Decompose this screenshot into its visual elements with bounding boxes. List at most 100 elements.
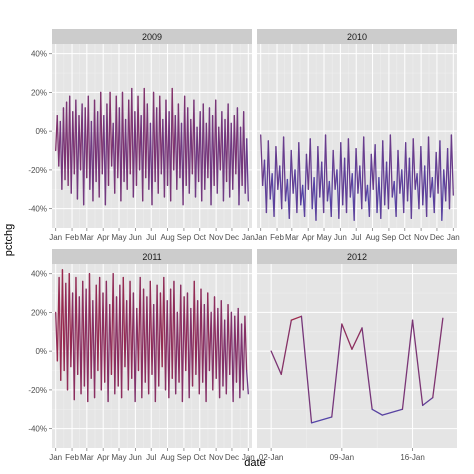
- x-tick-label: Feb: [65, 453, 79, 462]
- x-tick-label: Sep: [382, 233, 397, 242]
- y-tick-label: 20%: [31, 308, 47, 317]
- x-tick-label: Jan: [242, 453, 255, 462]
- series-segment: [448, 134, 453, 210]
- y-tick-label: -40%: [28, 425, 47, 434]
- series-segment: [380, 140, 384, 219]
- series-segment: [387, 134, 392, 210]
- series-segment: [310, 416, 333, 424]
- x-tick-label: Sep: [177, 453, 192, 462]
- facet-strip: [52, 29, 252, 44]
- x-tick-label: Aug: [160, 453, 174, 462]
- series-segment: [244, 315, 248, 372]
- series-segment: [300, 315, 313, 424]
- x-tick-label: Nov: [209, 233, 223, 242]
- x-tick-label: Jan: [242, 233, 255, 242]
- y-tick-label: -40%: [28, 205, 47, 214]
- y-tick-label: 20%: [31, 88, 47, 97]
- x-tick-label: Jun: [334, 233, 347, 242]
- series-segment: [149, 280, 153, 376]
- series-segment: [282, 136, 287, 202]
- series-segment: [412, 138, 416, 190]
- series-segment: [351, 327, 363, 350]
- facet-strip-label: 2012: [347, 252, 367, 262]
- series-segment: [317, 146, 321, 198]
- series-segment: [265, 140, 269, 214]
- series-segment: [401, 319, 414, 410]
- series-segment: [422, 396, 434, 407]
- x-tick-label: 09-Jan: [330, 453, 354, 462]
- x-tick-label: Mar: [285, 233, 299, 242]
- series-segment: [420, 146, 424, 206]
- facet-strip-label: 2010: [347, 32, 367, 42]
- series-segment: [120, 276, 124, 399]
- series-segment: [441, 169, 445, 221]
- x-tick-label: Jun: [129, 233, 142, 242]
- series-segment: [395, 149, 399, 218]
- facet-strip: [257, 29, 457, 44]
- x-tick-label: Dec: [225, 233, 239, 242]
- series-segment: [122, 276, 126, 368]
- x-tick-label: May: [111, 453, 126, 462]
- series-segment: [281, 136, 285, 210]
- x-tick-label: Apr: [97, 453, 110, 462]
- x-tick-label: Mar: [80, 233, 94, 242]
- series-segment: [88, 273, 92, 379]
- series-segment: [280, 319, 292, 376]
- x-tick-label: Oct: [399, 233, 412, 242]
- y-tick-label: -20%: [28, 386, 47, 395]
- series-segment: [397, 149, 401, 194]
- y-axis-title: pctchg: [3, 224, 15, 256]
- series-segment: [427, 136, 432, 198]
- series-segment: [371, 408, 383, 416]
- facet-strip: [257, 249, 457, 264]
- series-segment: [439, 140, 443, 221]
- x-tick-label: Jan: [254, 233, 267, 242]
- x-tick-label: Mar: [80, 453, 94, 462]
- series-segment: [341, 323, 353, 350]
- series-segment: [173, 280, 177, 395]
- x-tick-label: Apr: [97, 233, 110, 242]
- series-segment: [181, 296, 185, 403]
- x-tick-label: 16-Jan: [400, 453, 424, 462]
- series-segment: [374, 144, 378, 214]
- series-segment: [332, 149, 336, 190]
- series-segment: [450, 134, 454, 196]
- series-segment: [242, 315, 246, 391]
- series-segment: [382, 140, 386, 206]
- series-segment: [315, 146, 319, 221]
- series-segment: [404, 142, 409, 202]
- series-segment: [107, 304, 111, 403]
- x-tick-label: Jan: [49, 233, 62, 242]
- x-tick-label: 02-Jan: [259, 453, 283, 462]
- x-tick-label: Feb: [270, 233, 284, 242]
- series-segment: [322, 134, 327, 214]
- series-segment: [216, 126, 220, 194]
- series-segment: [270, 350, 282, 376]
- series-segment: [267, 140, 271, 200]
- series-segment: [331, 323, 343, 418]
- y-tick-label: 0%: [35, 127, 47, 136]
- x-axis-title: date: [244, 457, 265, 469]
- series-segment: [403, 142, 407, 214]
- series-segment: [245, 369, 249, 395]
- series-segment: [260, 134, 264, 187]
- y-tick-label: 0%: [35, 347, 47, 356]
- x-tick-label: Oct: [194, 453, 207, 462]
- facet-panel-2012: 2012 02-Jan 09-Jan 16-Jan: [257, 249, 457, 462]
- series-segment: [298, 142, 302, 206]
- series-segment: [363, 136, 367, 202]
- x-tick-label: Jul: [146, 233, 156, 242]
- y-tick-label: 40%: [31, 270, 47, 279]
- y-tick-label: -20%: [28, 166, 47, 175]
- series-segment: [275, 146, 279, 190]
- x-tick-label: May: [111, 233, 126, 242]
- series-segment: [411, 319, 424, 407]
- series-segment: [330, 149, 334, 218]
- series-segment: [309, 138, 313, 210]
- series-segment: [389, 134, 393, 198]
- series-segment: [353, 147, 357, 221]
- facet-panel-2009: 2009-40%-20%0%20%40%Jan Feb Mar Apr May Jun Ju…: [28, 29, 255, 242]
- series-segment: [355, 147, 359, 194]
- series-segment: [361, 136, 365, 210]
